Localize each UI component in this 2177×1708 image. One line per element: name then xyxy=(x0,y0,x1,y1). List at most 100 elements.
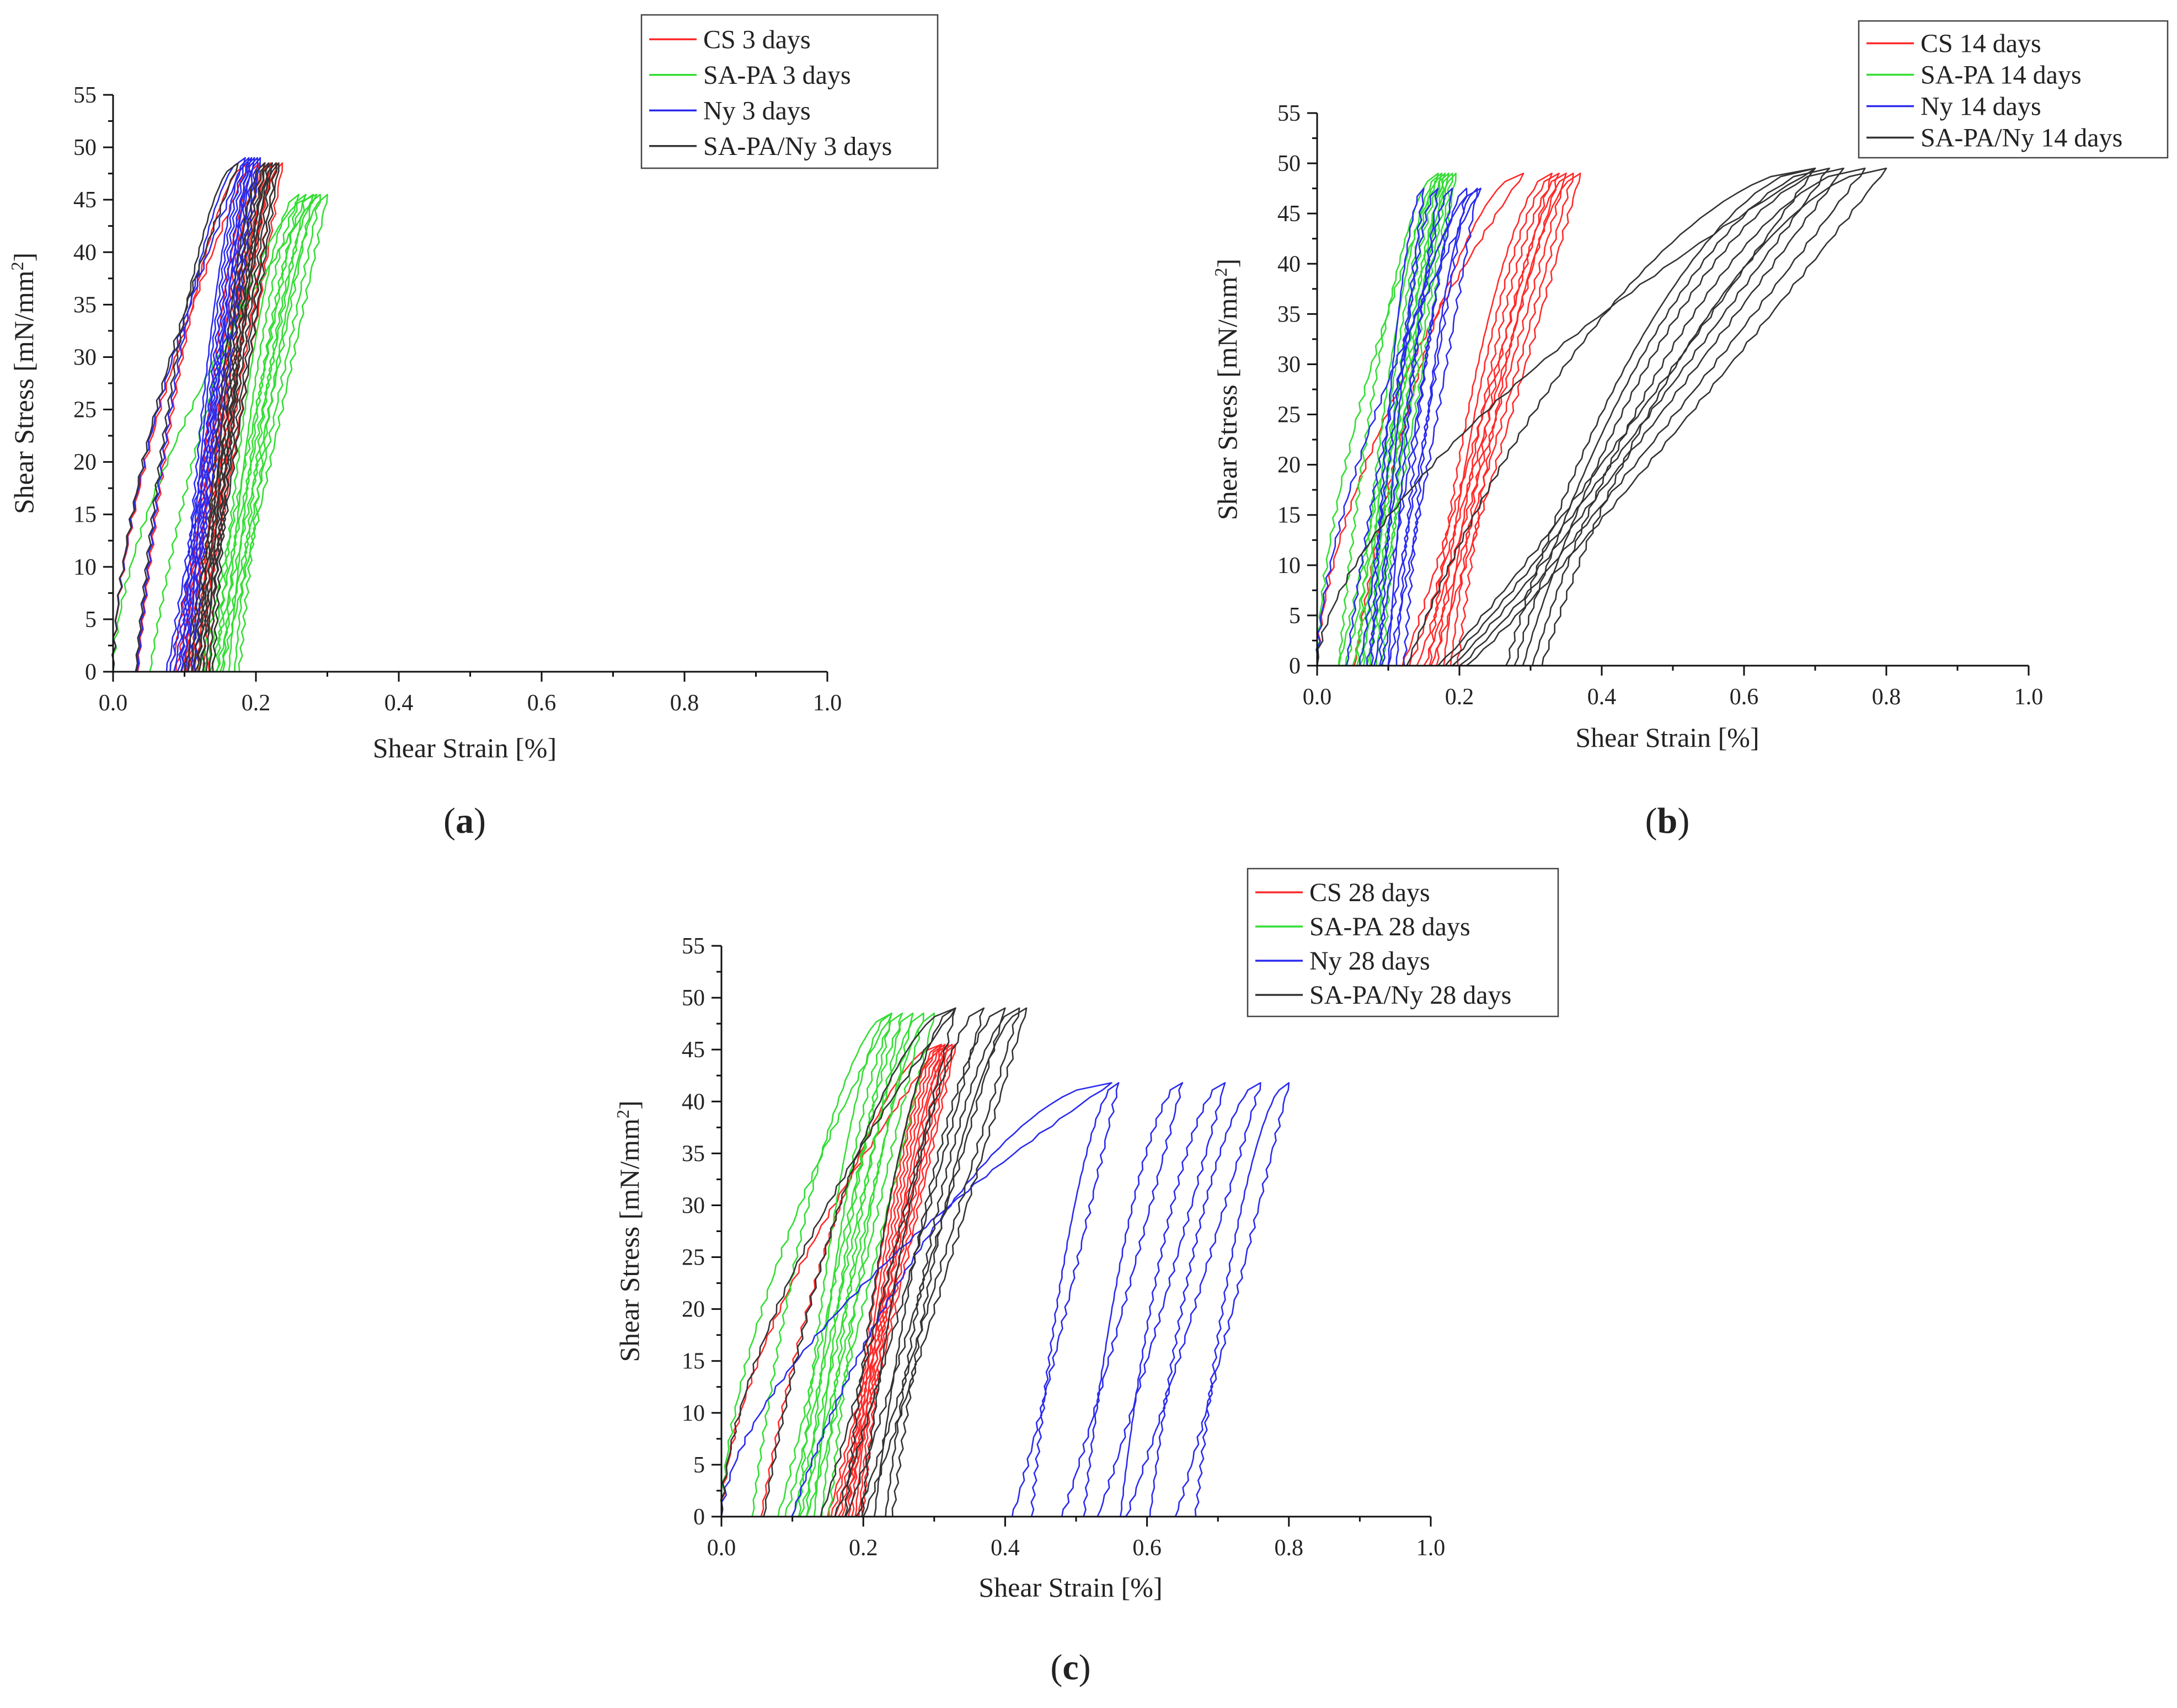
series-0-1 xyxy=(111,194,328,673)
series-line xyxy=(791,1013,914,1518)
series-line xyxy=(1012,1082,1120,1518)
x-axis-label: Shear Strain [%] xyxy=(978,1572,1162,1603)
x-tick-label: 0.0 xyxy=(1303,684,1332,710)
series-0-2 xyxy=(111,157,261,673)
x-tick-label: 0.4 xyxy=(991,1535,1020,1561)
y-tick-label: 55 xyxy=(682,934,705,959)
legend-entry: Ny 3 days xyxy=(703,96,811,125)
series-line xyxy=(204,194,307,673)
series-line xyxy=(1423,173,1574,667)
series-line xyxy=(165,157,250,673)
series-line xyxy=(198,162,280,673)
series-line xyxy=(111,194,318,673)
legend-entry: Ny 14 days xyxy=(1921,92,2041,121)
x-tick-label: 1.0 xyxy=(2014,684,2044,710)
legend-entry: Ny 28 days xyxy=(1309,946,1430,976)
series-line xyxy=(1380,188,1468,667)
series-line xyxy=(1366,188,1439,667)
series-line xyxy=(209,194,314,673)
y-tick-label: 15 xyxy=(682,1349,705,1374)
y-tick-label: 50 xyxy=(682,986,705,1011)
y-tick-label: 50 xyxy=(73,135,97,160)
series-line xyxy=(844,1007,1006,1518)
series-line xyxy=(806,1013,935,1518)
series-line xyxy=(831,1043,946,1518)
y-tick-label: 10 xyxy=(73,555,97,580)
legend-entry: SA-PA/Ny 14 days xyxy=(1921,124,2122,153)
x-tick-label: 1.0 xyxy=(813,690,842,716)
series-line xyxy=(820,1007,956,1518)
x-tick-label: 0.0 xyxy=(99,690,128,716)
y-tick-label: 40 xyxy=(1277,251,1301,277)
y-tick-label: 5 xyxy=(1289,603,1301,629)
legend-entry: CS 28 days xyxy=(1309,878,1430,907)
series-0-3 xyxy=(111,162,280,673)
y-tick-label: 45 xyxy=(682,1037,705,1063)
legend-entry: CS 14 days xyxy=(1921,29,2041,58)
y-tick-label: 10 xyxy=(1277,553,1301,579)
y-tick-label: 45 xyxy=(73,188,97,213)
series-line xyxy=(176,157,259,673)
series-line xyxy=(720,1082,1112,1518)
x-tick-label: 0.4 xyxy=(1587,684,1617,710)
y-tick-label: 15 xyxy=(73,502,97,528)
legend: CS 3 days SA-PA 3 days Ny 3 days SA-PA/Ny 3… xyxy=(640,14,939,169)
y-axis-label: Shear Stress [mN/mm2] xyxy=(1211,259,1243,520)
y-tick-label: 5 xyxy=(693,1453,705,1478)
series-line xyxy=(1359,188,1425,667)
y-tick-label: 5 xyxy=(85,607,97,633)
y-tick-label: 55 xyxy=(73,83,97,108)
series-line xyxy=(1366,173,1457,667)
x-axis-label: Shear Strain [%] xyxy=(1575,722,1759,753)
series-line xyxy=(1315,188,1481,667)
series-line xyxy=(777,1013,892,1518)
series-line xyxy=(1315,173,1439,667)
y-tick-label: 20 xyxy=(1277,453,1301,478)
x-tick-label: 0.2 xyxy=(242,690,271,716)
legend-entry: SA-PA/Ny 28 days xyxy=(1309,981,1511,1010)
series-line xyxy=(1402,173,1553,667)
series-line xyxy=(1430,173,1581,667)
x-tick-label: 0.8 xyxy=(670,690,699,716)
series-line xyxy=(855,1007,1020,1518)
chart-panel-a: 0 5 10 15 20 25 30 35 40 45 50 55 0.0 0.2 0.4 0.6 0.8 1.0… xyxy=(7,14,939,841)
x-tick-label: 0.6 xyxy=(1730,684,1759,710)
series-line xyxy=(111,162,239,673)
series-line xyxy=(1444,167,1831,667)
series-line xyxy=(799,1013,924,1518)
x-tick-label: 0.6 xyxy=(527,690,557,716)
legend-entry: SA-PA 3 days xyxy=(703,61,851,90)
series-2-2 xyxy=(720,1082,1290,1518)
y-tick-label: 25 xyxy=(1277,403,1301,428)
series-line xyxy=(1465,167,1887,667)
y-tick-label: 15 xyxy=(1277,503,1301,528)
legend: CS 28 days SA-PA 28 days Ny 28 days SA-PA/N… xyxy=(1247,868,1559,1018)
series-line xyxy=(1125,1082,1261,1518)
series-line xyxy=(191,162,274,673)
y-tick-label: 20 xyxy=(73,450,97,475)
series-line xyxy=(215,194,321,673)
series-1-3 xyxy=(1316,167,1887,667)
y-tick-label: 0 xyxy=(693,1504,705,1530)
x-tick-label: 0.4 xyxy=(384,690,414,716)
x-tick-label: 1.0 xyxy=(1416,1535,1446,1561)
series-line xyxy=(1387,188,1478,667)
y-tick-label: 50 xyxy=(1277,151,1301,176)
series-line xyxy=(180,157,261,673)
legend-entry: SA-PA/Ny 3 days xyxy=(703,132,892,161)
x-tick-label: 0.0 xyxy=(707,1535,736,1561)
panel-label: (c) xyxy=(1050,1647,1090,1688)
y-tick-label: 0 xyxy=(1289,654,1301,679)
x-tick-label: 0.8 xyxy=(1872,684,1901,710)
y-axis-label: Shear Stress [mN/mm2] xyxy=(7,253,39,514)
y-tick-label: 35 xyxy=(73,292,97,318)
x-axis-label: Shear Strain [%] xyxy=(373,732,557,763)
series-line xyxy=(220,194,328,673)
x-tick-label: 0.6 xyxy=(1132,1535,1162,1561)
y-tick-label: 30 xyxy=(1277,352,1301,377)
y-tick-label: 10 xyxy=(682,1401,705,1426)
series-line xyxy=(169,157,253,673)
y-tick-label: 40 xyxy=(682,1089,705,1115)
